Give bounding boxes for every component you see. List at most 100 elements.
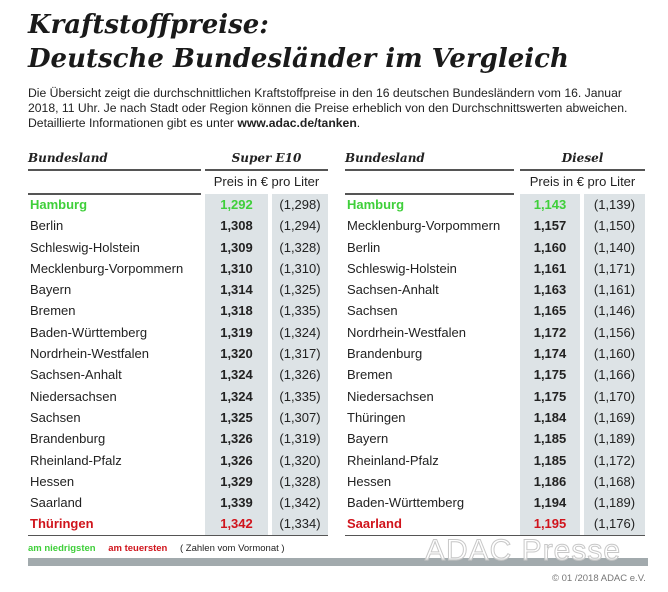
current-price: 1,175 (520, 364, 580, 386)
state-name: Saarland (347, 516, 402, 532)
previous-price: (1,139) (584, 194, 645, 216)
table-header: Bundesland Diesel (345, 148, 645, 171)
current-price: 1,175 (520, 385, 580, 407)
previous-price: (1,310) (272, 257, 328, 280)
state-name: Brandenburg (347, 346, 423, 362)
previous-price: (1,324) (272, 321, 328, 344)
legend-previous: ( Zahlen vom Vormonat ) (180, 543, 285, 554)
previous-price: (1,319) (272, 428, 328, 450)
state-name: Thüringen (347, 409, 406, 425)
table-row: Berlin 1,160 (1,140) (345, 236, 645, 258)
current-price: 1,318 (205, 300, 268, 322)
current-price: 1,185 (520, 449, 580, 471)
table-row: Bremen 1,318 (1,335) (28, 300, 328, 322)
state-name: Rheinland-Pfalz (347, 452, 439, 468)
current-price: 1,310 (205, 257, 268, 280)
previous-price: (1,170) (584, 385, 645, 407)
table-row: Sachsen-Anhalt 1,324 (1,326) (28, 364, 328, 386)
state-name: Hamburg (347, 197, 405, 212)
state-name: Hessen (347, 473, 392, 489)
table-row: Sachsen 1,325 (1,307) (28, 406, 328, 429)
current-price: 1,172 (520, 321, 580, 344)
legend-highest: am teuersten (108, 543, 168, 554)
table-row: Schleswig-Holstein 1,309 (1,328) (28, 236, 328, 258)
table-row: Mecklenburg-Vorpommern 1,157 (1,150) (345, 215, 645, 237)
current-price: 1,185 (520, 428, 580, 450)
previous-price: (1,328) (272, 236, 328, 258)
current-price: 1,308 (205, 215, 268, 237)
current-price: 1,194 (520, 492, 580, 514)
previous-price: (1,294) (272, 215, 328, 237)
previous-price: (1,172) (584, 449, 645, 471)
state-name: Saarland (30, 495, 83, 511)
table-subheader: Preis in € pro Liter (28, 170, 328, 195)
current-price: 1,309 (205, 236, 268, 258)
current-price: 1,184 (520, 406, 580, 429)
state-name: Mecklenburg-Vorpommern (30, 260, 184, 276)
current-price: 1,195 (520, 513, 580, 535)
state-name: Niedersachsen (347, 388, 434, 404)
divider (28, 193, 201, 195)
current-price: 1,319 (205, 321, 268, 344)
current-price: 1,186 (520, 470, 580, 493)
table-row: Berlin 1,308 (1,294) (28, 215, 328, 237)
current-price: 1,326 (205, 428, 268, 450)
previous-price: (1,171) (584, 257, 645, 280)
table-row: Baden-Württemberg 1,319 (1,324) (28, 321, 328, 344)
watermark: ADAC Presse (424, 534, 622, 567)
table-row: Bayern 1,314 (1,325) (28, 279, 328, 301)
price-table-diesel: Bundesland Diesel Preis in € pro Liter Hamb… (345, 148, 645, 537)
divider (345, 193, 514, 195)
state-name: Schleswig-Holstein (347, 260, 457, 276)
current-price: 1,174 (520, 343, 580, 365)
table-subheader: Preis in € pro Liter (345, 170, 645, 195)
table-row: Nordrhein-Westfalen 1,172 (1,156) (345, 321, 645, 344)
table-row: Thüringen 1,184 (1,169) (345, 406, 645, 429)
table-row: Bremen 1,175 (1,166) (345, 364, 645, 386)
previous-price: (1,334) (272, 513, 328, 535)
current-price: 1,163 (520, 279, 580, 301)
state-name: Hessen (30, 473, 75, 489)
table-row: Sachsen 1,165 (1,146) (345, 300, 645, 322)
current-price: 1,329 (205, 470, 268, 493)
state-name: Berlin (30, 218, 64, 234)
previous-price: (1,298) (272, 194, 328, 216)
current-price: 1,292 (205, 194, 268, 216)
state-name: Bremen (347, 367, 393, 383)
state-name: Niedersachsen (30, 388, 117, 404)
unit-label: Preis in € pro Liter (213, 174, 320, 189)
divider (520, 169, 645, 171)
title-line-1: Kraftstoffpreise: (28, 10, 269, 40)
current-price: 1,314 (205, 279, 268, 301)
adac-link[interactable]: www.adac.de/tanken (237, 116, 357, 130)
divider (28, 169, 201, 171)
table-row: Hamburg 1,292 (1,298) (28, 194, 328, 216)
table-row: Bayern 1,185 (1,189) (345, 428, 645, 450)
current-price: 1,324 (205, 364, 268, 386)
intro-end: . (356, 116, 361, 130)
footer-bar (28, 558, 648, 566)
previous-price: (1,320) (272, 449, 328, 471)
previous-price: (1,326) (272, 364, 328, 386)
state-name: Nordrhein-Westfalen (347, 324, 466, 340)
intro-body: Die Übersicht zeigt die durchschnittlich… (28, 86, 628, 130)
state-name: Berlin (347, 239, 381, 255)
table-row: Nordrhein-Westfalen 1,320 (1,317) (28, 343, 328, 365)
legend-lowest: am niedrigsten (28, 543, 96, 554)
col-bundesland: Bundesland (345, 151, 425, 165)
current-price: 1,143 (520, 194, 580, 216)
intro-text: Die Übersicht zeigt die durchschnittlich… (28, 86, 648, 131)
current-price: 1,157 (520, 215, 580, 237)
previous-price: (1,140) (584, 236, 645, 258)
current-price: 1,342 (205, 513, 268, 535)
table-row: Sachsen-Anhalt 1,163 (1,161) (345, 279, 645, 301)
page-title: Kraftstoffpreise: Deutsche Bundesländer i… (28, 8, 569, 76)
table-row: Hamburg 1,143 (1,139) (345, 194, 645, 216)
unit-label: Preis in € pro Liter (529, 174, 636, 189)
current-price: 1,339 (205, 492, 268, 514)
table-row: Schleswig-Holstein 1,161 (1,171) (345, 257, 645, 280)
previous-price: (1,325) (272, 279, 328, 301)
divider (28, 534, 328, 537)
current-price: 1,326 (205, 449, 268, 471)
copyright: © 01 /2018 ADAC e.V. (552, 573, 646, 584)
